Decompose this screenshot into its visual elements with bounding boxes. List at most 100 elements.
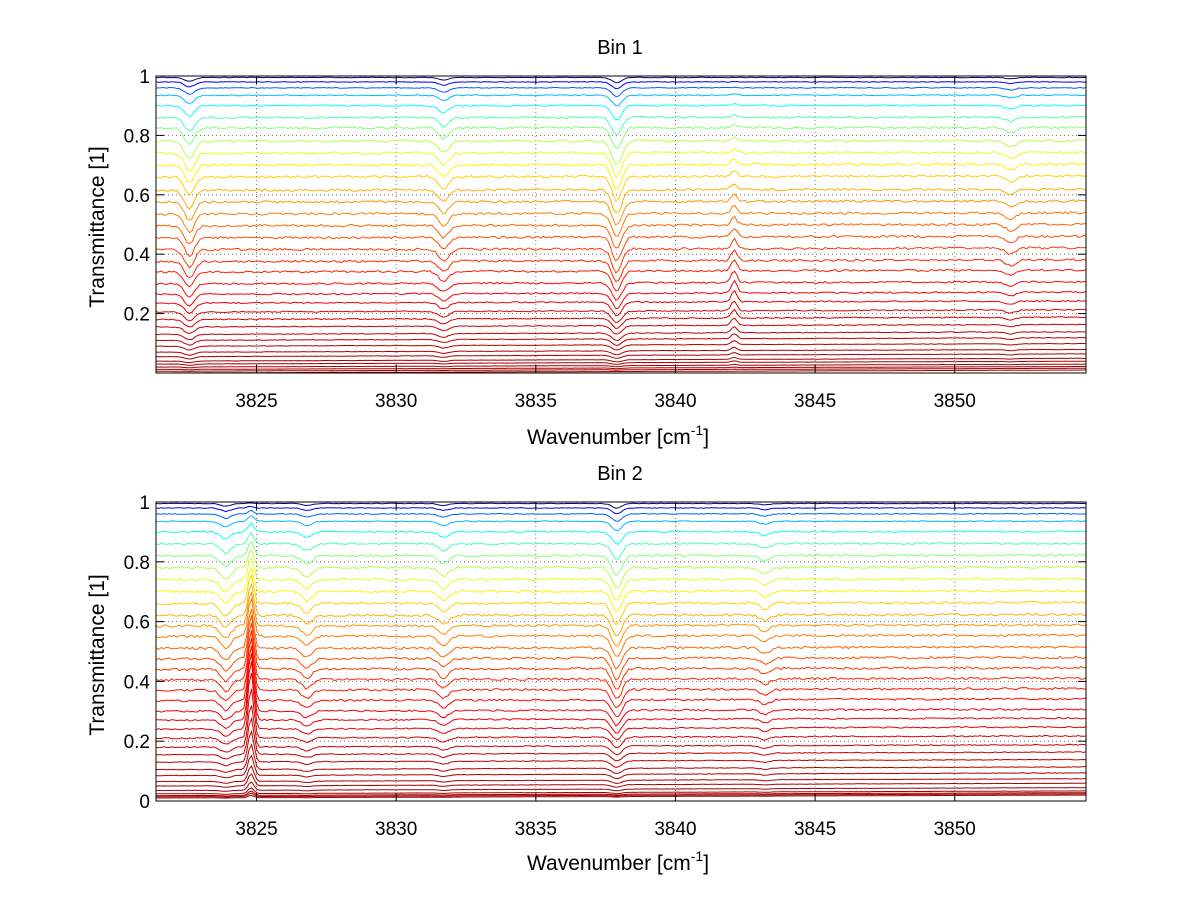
plot-frame xyxy=(155,501,1087,802)
series-line xyxy=(155,645,1087,718)
x-tick-label: 3835 xyxy=(515,391,557,412)
x-tick-label: 3840 xyxy=(654,819,696,840)
y-tick-label: 0.4 xyxy=(124,672,151,693)
series-line xyxy=(155,308,1087,330)
series-line xyxy=(155,183,1087,213)
y-tick-label: 0.2 xyxy=(124,732,150,753)
chart-title: Bin 2 xyxy=(597,463,643,485)
y-tick-label: 1 xyxy=(139,493,150,514)
series-line xyxy=(155,661,1087,734)
y-tick-label: 0.8 xyxy=(124,553,150,574)
y-tick-label: 0.2 xyxy=(124,305,150,326)
panel-bin-1: Bin 1 3825 3830 3835 3840 3845 3850 0.2 0.4 0.6 0… xyxy=(86,37,1087,449)
series-line xyxy=(155,509,1087,522)
series-line xyxy=(155,622,1087,690)
series-line xyxy=(155,333,1087,346)
series-line xyxy=(156,792,1086,798)
x-tick-label: 3825 xyxy=(235,819,277,840)
series-line xyxy=(155,630,1087,699)
series-line xyxy=(156,317,1087,335)
series-line xyxy=(155,754,1087,779)
series-line xyxy=(155,270,1087,301)
y-tick-label: 0.4 xyxy=(124,245,151,266)
series-line xyxy=(155,147,1087,178)
series-group xyxy=(155,502,1087,799)
series-line xyxy=(155,573,1087,626)
series-line xyxy=(155,325,1087,341)
tick-labels: 3825 3830 3835 3840 3845 3850 0.2 0.4 0.6 0.8 1 xyxy=(124,67,976,412)
series-line xyxy=(155,289,1087,317)
series-line xyxy=(155,363,1087,369)
series-line xyxy=(155,515,1087,531)
series-line xyxy=(155,76,1087,84)
series-line xyxy=(155,598,1087,657)
x-tick-label: 3830 xyxy=(375,391,417,412)
x-tick-label: 3845 xyxy=(794,819,836,840)
series-line xyxy=(155,522,1087,546)
series-line xyxy=(155,86,1087,98)
series-line xyxy=(155,123,1087,149)
series-line xyxy=(156,360,1087,366)
series-line xyxy=(156,356,1086,364)
x-axis-label: Wavenumber [cm-1] xyxy=(527,422,709,449)
y-axis-label: Transmittance [1] xyxy=(86,146,109,307)
series-line xyxy=(156,259,1087,292)
series-line xyxy=(155,532,1087,560)
y-tick-label: 0.6 xyxy=(124,613,150,634)
y-tick-label: 0.6 xyxy=(124,186,150,207)
series-line xyxy=(155,93,1087,107)
series-line xyxy=(155,637,1087,709)
series-line xyxy=(155,583,1087,637)
chart-title: Bin 1 xyxy=(597,37,643,59)
series-line xyxy=(155,773,1086,788)
series-line xyxy=(155,102,1086,121)
series-line xyxy=(155,502,1087,509)
series-line xyxy=(155,135,1087,166)
series-line xyxy=(155,729,1087,768)
series-line xyxy=(155,351,1087,360)
series-line xyxy=(155,505,1087,515)
series-line xyxy=(155,300,1087,324)
series-line xyxy=(155,339,1086,351)
x-tick-label: 3845 xyxy=(794,391,836,412)
series-line xyxy=(155,215,1087,249)
axes xyxy=(155,501,1087,802)
series-line xyxy=(155,743,1086,775)
x-tick-label: 3835 xyxy=(515,819,557,840)
panel-bin-2: Bin 2 3825 3830 3835 3840 3845 3850 0 0.2 0.4 0.6… xyxy=(86,463,1087,875)
y-axis-label: Transmittance [1] xyxy=(86,574,109,735)
series-line xyxy=(155,249,1087,283)
series-line xyxy=(155,688,1087,749)
series-line xyxy=(155,790,1086,797)
y-tick-label: 0.8 xyxy=(124,126,150,147)
series-line xyxy=(155,705,1087,756)
series-line xyxy=(155,672,1087,741)
series-line xyxy=(155,540,1087,577)
series-line xyxy=(155,80,1087,90)
x-tick-label: 3850 xyxy=(934,819,976,840)
series-line xyxy=(155,566,1087,612)
series-line xyxy=(155,615,1087,681)
series-line xyxy=(155,237,1087,274)
x-axis-label: Wavenumber [cm-1] xyxy=(527,848,709,875)
series-line xyxy=(155,765,1087,784)
series-line xyxy=(156,716,1087,762)
tick-labels: 3825 3830 3835 3840 3845 3850 0 0.2 0.4 0.6 0.8 1 xyxy=(124,493,976,840)
series-line xyxy=(155,170,1087,202)
series-line xyxy=(155,346,1087,356)
axes xyxy=(155,75,1087,374)
y-tick-label: 0 xyxy=(139,792,150,813)
x-tick-label: 3830 xyxy=(375,819,417,840)
series-line xyxy=(155,158,1087,190)
series-line xyxy=(155,591,1087,647)
series-line xyxy=(156,367,1086,372)
x-tick-label: 3850 xyxy=(934,391,976,412)
y-tick-label: 1 xyxy=(139,67,150,88)
series-line xyxy=(155,653,1086,727)
series-line xyxy=(155,192,1087,226)
series-line xyxy=(156,787,1087,795)
series-line xyxy=(155,557,1086,601)
series-line xyxy=(155,113,1087,135)
series-line xyxy=(155,781,1086,792)
